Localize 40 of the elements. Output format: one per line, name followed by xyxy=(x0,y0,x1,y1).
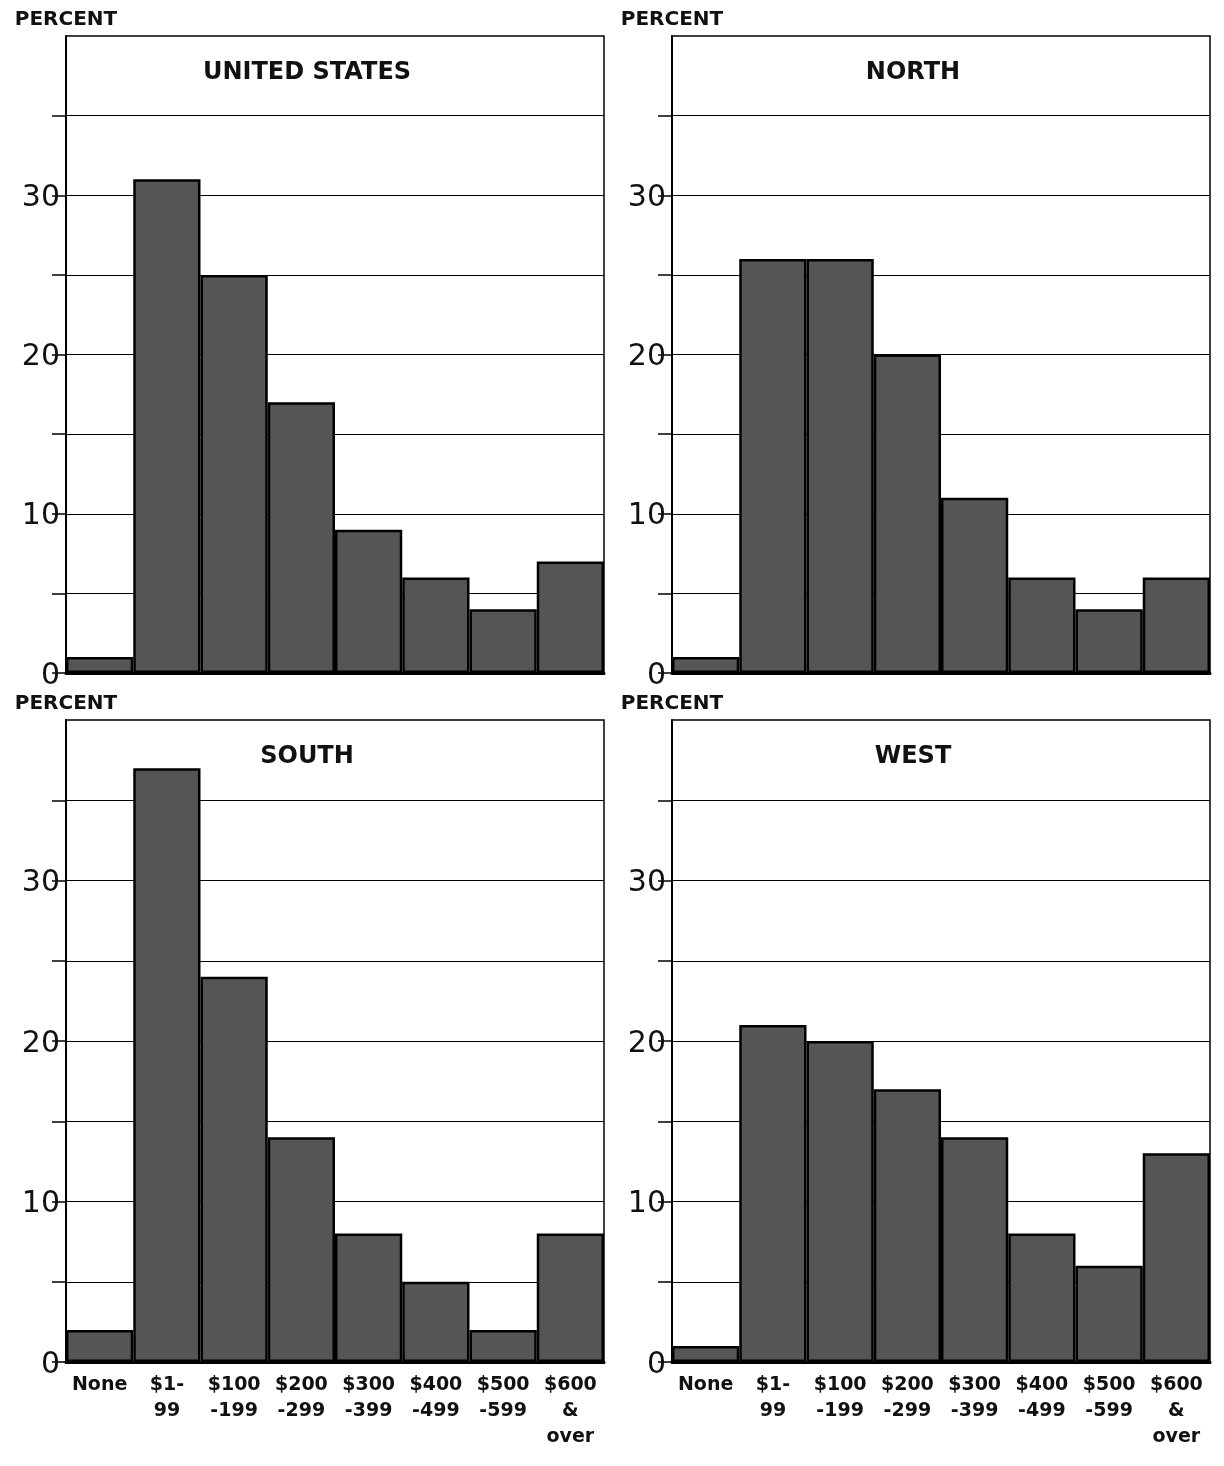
y-tick-label: 10 xyxy=(627,496,666,532)
x-tick-label: $200 -299 xyxy=(880,1372,934,1420)
text: WEST xyxy=(874,741,952,769)
x-tick-label: $400 -499 xyxy=(1015,1372,1069,1420)
x-tick-label: $400 -499 xyxy=(409,1372,463,1420)
x-tick-label: None xyxy=(71,1372,128,1394)
x-tick-label: $200 -299 xyxy=(274,1372,328,1420)
text: NORTH xyxy=(865,57,961,85)
x-tick-label: $100 -199 xyxy=(207,1372,261,1420)
y-tick-label: 10 xyxy=(627,1184,666,1219)
x-tick-label: $100 -199 xyxy=(813,1372,867,1420)
y-axis-title: PERCENT xyxy=(620,690,724,714)
y-axis-title: PERCENT xyxy=(620,6,724,30)
y-axis-title: PERCENT xyxy=(14,690,118,714)
y-tick-label: 30 xyxy=(627,863,666,898)
x-tick-label: $1- 99 xyxy=(755,1372,791,1420)
y-tick-label: 30 xyxy=(21,863,60,898)
y-tick-label: 10 xyxy=(21,1184,60,1219)
y-tick-label: 0 xyxy=(646,1344,666,1380)
y-tick-label: 20 xyxy=(21,337,60,372)
x-tick-label: $300 -399 xyxy=(342,1372,396,1420)
y-axis-title: PERCENT xyxy=(14,6,118,30)
text: SOUTH xyxy=(260,741,354,769)
y-tick-label: 30 xyxy=(627,177,666,213)
y-tick-label: 20 xyxy=(627,1023,666,1059)
y-tick-label: 20 xyxy=(21,1023,60,1059)
x-tick-label: $1- 99 xyxy=(149,1372,185,1420)
y-tick-label: 10 xyxy=(21,496,60,532)
x-tick-label: $500 -599 xyxy=(1082,1372,1136,1420)
y-tick-label: 0 xyxy=(40,1344,60,1380)
text: UNITED STATES xyxy=(202,57,412,85)
x-tick-label: None xyxy=(677,1372,734,1394)
x-tick-label: $300 -399 xyxy=(948,1372,1002,1420)
x-tick-label: $600 & over xyxy=(543,1372,597,1446)
y-tick-label: 0 xyxy=(40,655,60,691)
y-tick-label: 0 xyxy=(646,655,666,691)
x-tick-label: $500 -599 xyxy=(476,1372,530,1420)
x-tick-label: $600 & over xyxy=(1149,1372,1203,1446)
y-tick-label: 20 xyxy=(627,337,666,372)
y-tick-label: 30 xyxy=(21,177,60,213)
